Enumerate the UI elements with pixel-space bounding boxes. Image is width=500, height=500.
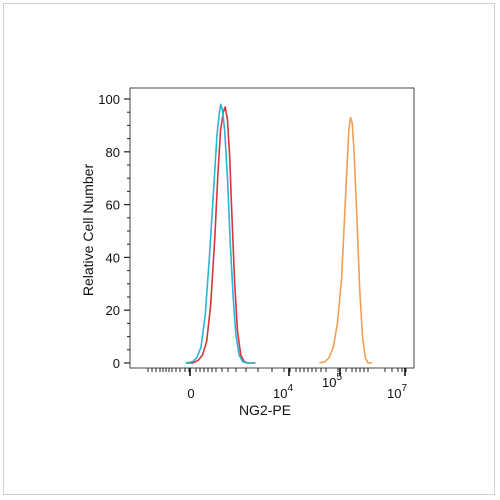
x-tick-label: 105 (322, 372, 342, 390)
axes (124, 98, 407, 376)
series-3-line (319, 116, 373, 364)
x-tick-label: 104 (273, 383, 293, 401)
series-1-line (185, 106, 256, 364)
plot-frame (129, 87, 415, 369)
y-tick-label: 0 (113, 356, 120, 371)
plot-area (129, 87, 415, 369)
y-tick-label: 80 (106, 145, 120, 160)
x-axis-title: NG2-PE (239, 402, 291, 418)
x-tick-label: 0 (187, 386, 194, 401)
y-tick-label: 40 (106, 250, 120, 265)
y-tick-label: 60 (106, 198, 120, 213)
x-tick-label: 107 (387, 383, 407, 401)
series-2-line (185, 103, 256, 364)
y-tick-label: 20 (106, 303, 120, 318)
y-tick-label: 100 (98, 92, 120, 107)
figure-frame (3, 3, 495, 495)
y-axis-title: Relative Cell Number (80, 164, 96, 297)
series-layer (185, 103, 373, 364)
axis-labels: 0 20 40 60 80 100 0 104 105 107 NG2-PE Relative Cel… (80, 92, 407, 418)
